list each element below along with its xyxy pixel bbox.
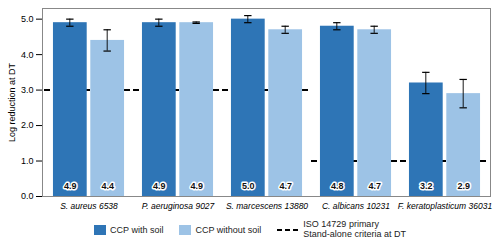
svg-text:3.0: 3.0 <box>21 85 34 95</box>
svg-text:C. albicans 10231: C. albicans 10231 <box>322 201 390 211</box>
svg-text:S. marcescens 13880: S. marcescens 13880 <box>226 201 308 211</box>
html-text:ISO 14729 primary: ISO 14729 primary <box>303 219 379 230</box>
svg-text:F. keratoplasticum 36031: F. keratoplasticum 36031 <box>398 201 493 211</box>
svg-text:5.0: 5.0 <box>242 181 255 191</box>
svg-text:4.9: 4.9 <box>190 181 203 191</box>
svg-text:2.0: 2.0 <box>21 120 34 130</box>
svg-text:S. aureus 6538: S. aureus 6538 <box>60 201 118 211</box>
svg-text:4.7: 4.7 <box>368 181 381 191</box>
svg-text:5.0: 5.0 <box>21 14 34 24</box>
svg-text:3.2: 3.2 <box>420 181 433 191</box>
html-text:CCP with soil: CCP with soil <box>110 224 164 235</box>
svg-text:4.7: 4.7 <box>279 181 292 191</box>
svg-text:4.4: 4.4 <box>101 181 114 191</box>
svg-text:2.9: 2.9 <box>457 181 470 191</box>
svg-text:0.0: 0.0 <box>21 191 34 201</box>
svg-text:4.8: 4.8 <box>331 181 344 191</box>
html-text:CCP without soil: CCP without soil <box>195 224 262 235</box>
svg-text:1.0: 1.0 <box>21 156 34 166</box>
svg-text:4.9: 4.9 <box>64 181 77 191</box>
svg-text:4.0: 4.0 <box>21 49 34 59</box>
html-text:Stand-alone criteria at DT: Stand-alone criteria at DT <box>303 228 406 239</box>
svg-text:Log reduction at DT: Log reduction at DT <box>7 62 17 142</box>
svg-text:4.9: 4.9 <box>153 181 166 191</box>
svg-text:P. aeruginosa 9027: P. aeruginosa 9027 <box>142 201 215 211</box>
